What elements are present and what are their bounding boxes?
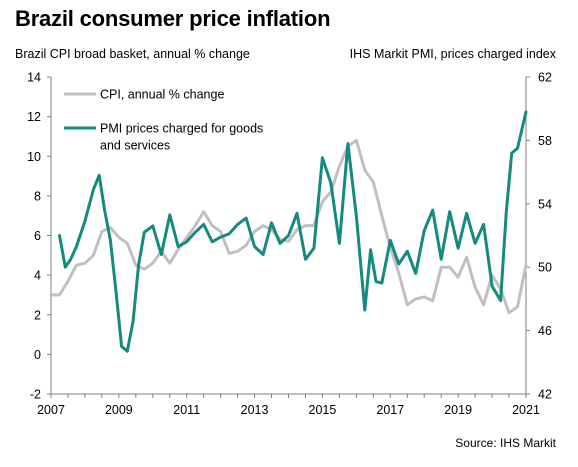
left-tick-label: 12 <box>27 110 41 124</box>
left-tick-label: 2 <box>34 308 41 322</box>
cpi-series-line <box>49 138 528 315</box>
source-note: Source: IHS Markit <box>455 436 556 450</box>
left-tick-label: 14 <box>27 71 41 85</box>
right-tick-label: 46 <box>538 324 552 338</box>
legend-pmi-label: PMI prices charged for goods and services <box>100 122 263 153</box>
x-tick-label: 2019 <box>444 403 472 417</box>
left-tick-label: -2 <box>30 388 41 402</box>
legend: CPI, annual % change PMI prices charged f… <box>64 88 263 153</box>
x-tick-label: 2013 <box>241 403 269 417</box>
x-tick-label: 2021 <box>512 403 540 417</box>
pmi-series-line <box>58 110 528 353</box>
left-tick-label: 0 <box>34 348 41 362</box>
right-tick-label: 50 <box>538 261 552 275</box>
right-tick-label: 62 <box>538 71 552 85</box>
legend-cpi-label: CPI, annual % change <box>100 88 224 102</box>
left-tick-label: 4 <box>34 269 41 283</box>
right-axis-label: IHS Markit PMI, prices charged index <box>349 47 556 61</box>
x-tick-label: 2015 <box>309 403 337 417</box>
right-tick-label: 42 <box>538 388 552 402</box>
right-tick-label: 58 <box>538 134 552 148</box>
left-tick-label: 10 <box>27 150 41 164</box>
x-tick-label: 2017 <box>376 403 404 417</box>
series-layer <box>49 110 528 353</box>
left-tick-label: 6 <box>34 229 41 243</box>
x-tick-label: 2009 <box>105 403 133 417</box>
chart-title: Brazil consumer price inflation <box>15 6 331 31</box>
left-axis-label: Brazil CPI broad basket, annual % change <box>15 47 250 61</box>
left-tick-label: 8 <box>34 189 41 203</box>
x-tick-label: 2007 <box>37 403 65 417</box>
x-tick-label: 2011 <box>173 403 200 417</box>
right-tick-label: 54 <box>538 197 552 211</box>
